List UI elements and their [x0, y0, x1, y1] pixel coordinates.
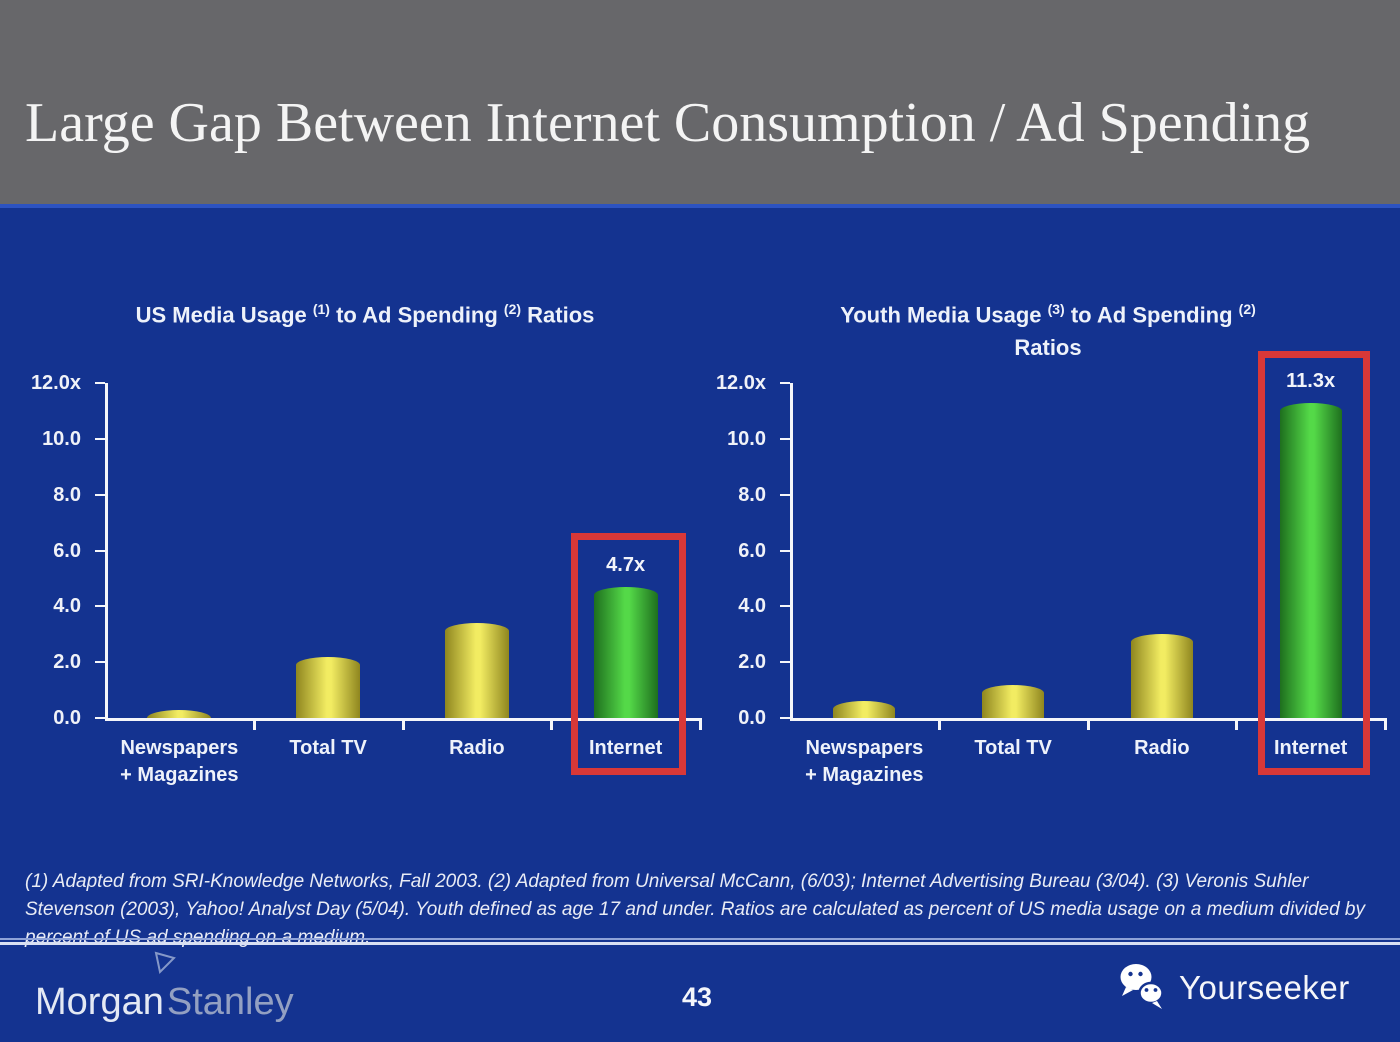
y-axis-tick: [780, 382, 790, 384]
y-axis-tick: [95, 549, 105, 552]
y-axis-label: 4.0: [53, 595, 81, 618]
bar-value-label: 4.7x: [606, 553, 646, 576]
y-axis-label: 8.0: [53, 483, 81, 506]
highlight-box: [571, 533, 686, 775]
bar-internet: [1279, 402, 1342, 718]
category-label-internet: Internet: [1273, 737, 1348, 759]
x-axis-tick: [699, 721, 702, 730]
y-axis-tick: [95, 717, 105, 719]
partner-label: Yourseeker: [1179, 969, 1350, 1006]
bar-radio: [444, 623, 509, 718]
y-axis-label: 2.0: [53, 651, 81, 674]
y-axis-tick: [780, 605, 790, 608]
category-label-newspapers-magazines: Newspapers + Magazines: [120, 737, 239, 786]
y-axis-label: 12.0x: [30, 372, 81, 394]
footer-divider-bottom: [0, 942, 1400, 945]
partner-logo: Yourseeker: [1115, 958, 1350, 1018]
wechat-icon: [1120, 964, 1164, 1009]
y-axis-tick: [95, 493, 105, 496]
x-axis-line: [790, 718, 1387, 721]
pennant-icon: [154, 951, 176, 975]
bar-internet: [593, 586, 658, 718]
y-axis-label: 4.0: [738, 595, 766, 618]
category-label-newspapers-magazines: Newspapers + Magazines: [805, 737, 924, 786]
chart-title: Youth Media Usage (3) to Ad Spending (2)…: [840, 301, 1256, 361]
slide-header: Large Gap Between Internet Consumption /…: [0, 0, 1400, 204]
y-axis-label: 8.0: [738, 483, 766, 506]
category-label-total-tv: Total TV: [974, 737, 1052, 759]
y-axis-tick: [95, 661, 105, 664]
brand-logo: MorganStanley: [35, 951, 294, 1028]
highlight-box: [1258, 351, 1370, 775]
x-axis-tick: [550, 721, 554, 730]
x-axis-tick: [1384, 721, 1387, 730]
chart-title: US Media Usage (1) to Ad Spending (2) Ra…: [135, 301, 595, 328]
x-axis-tick: [401, 721, 405, 730]
y-axis-tick: [780, 549, 790, 552]
y-axis-label: 10.0: [42, 427, 81, 450]
x-axis-tick: [1086, 721, 1090, 730]
page-number: 43: [681, 982, 713, 1012]
y-axis-label: 6.0: [53, 539, 81, 562]
body-top-divider: [0, 204, 1400, 208]
page-title: Large Gap Between Internet Consumption /…: [25, 92, 1311, 154]
category-label-total-tv: Total TV: [289, 737, 367, 759]
x-axis-tick: [252, 721, 256, 730]
y-axis-label: 6.0: [738, 539, 766, 562]
y-axis-tick: [780, 437, 790, 440]
brand-morgan: Morgan: [35, 981, 164, 1023]
y-axis-tick: [780, 717, 790, 719]
bar-newspapers-magazines: [147, 709, 212, 718]
bar-value-label: 11.3x: [1286, 369, 1336, 392]
x-axis-tick: [1235, 721, 1239, 730]
y-axis-tick: [95, 437, 105, 440]
y-axis-tick: [780, 661, 790, 664]
footer-divider-top: [0, 938, 1400, 940]
category-label-radio: Radio: [449, 737, 505, 759]
y-axis-label: 0.0: [53, 707, 81, 729]
x-axis-line: [105, 718, 702, 721]
category-label-radio: Radio: [1134, 737, 1190, 759]
category-label-internet: Internet: [588, 737, 663, 759]
x-axis-tick: [937, 721, 941, 730]
y-axis-line: [105, 383, 108, 721]
y-axis-label: 0.0: [738, 707, 766, 729]
y-axis-tick: [95, 605, 105, 608]
y-axis-line: [790, 383, 793, 721]
bar-radio: [1130, 634, 1193, 718]
y-axis-tick: [780, 493, 790, 496]
y-axis-label: 2.0: [738, 651, 766, 674]
bar-total-tv: [296, 656, 361, 718]
brand-stanley: Stanley: [166, 981, 294, 1023]
y-axis-tick: [95, 382, 105, 384]
bar-newspapers-magazines: [833, 701, 896, 718]
bar-total-tv: [982, 684, 1045, 718]
y-axis-label: 10.0: [727, 427, 766, 450]
y-axis-label: 12.0x: [715, 372, 766, 394]
